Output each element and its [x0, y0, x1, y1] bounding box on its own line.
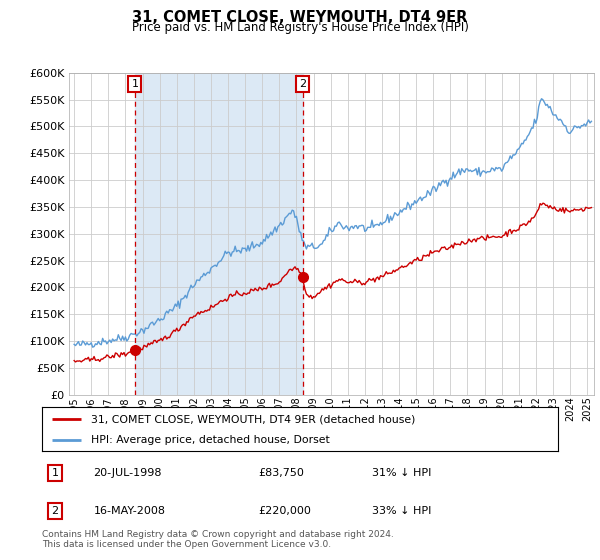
Text: 31% ↓ HPI: 31% ↓ HPI: [372, 468, 431, 478]
Text: 16-MAY-2008: 16-MAY-2008: [94, 506, 166, 516]
Text: 2: 2: [299, 79, 307, 89]
Text: £83,750: £83,750: [259, 468, 305, 478]
Text: 33% ↓ HPI: 33% ↓ HPI: [372, 506, 431, 516]
Text: 2: 2: [52, 506, 58, 516]
Text: HPI: Average price, detached house, Dorset: HPI: Average price, detached house, Dors…: [91, 435, 330, 445]
Text: 1: 1: [52, 468, 58, 478]
Bar: [135, 73, 303, 395]
Text: £220,000: £220,000: [259, 506, 311, 516]
Text: Contains HM Land Registry data © Crown copyright and database right 2024.
This d: Contains HM Land Registry data © Crown c…: [42, 530, 394, 549]
Text: 1: 1: [131, 79, 139, 89]
Text: 31, COMET CLOSE, WEYMOUTH, DT4 9ER (detached house): 31, COMET CLOSE, WEYMOUTH, DT4 9ER (deta…: [91, 414, 415, 424]
Text: 31, COMET CLOSE, WEYMOUTH, DT4 9ER: 31, COMET CLOSE, WEYMOUTH, DT4 9ER: [133, 10, 467, 25]
Text: 20-JUL-1998: 20-JUL-1998: [94, 468, 162, 478]
Text: Price paid vs. HM Land Registry's House Price Index (HPI): Price paid vs. HM Land Registry's House …: [131, 21, 469, 34]
